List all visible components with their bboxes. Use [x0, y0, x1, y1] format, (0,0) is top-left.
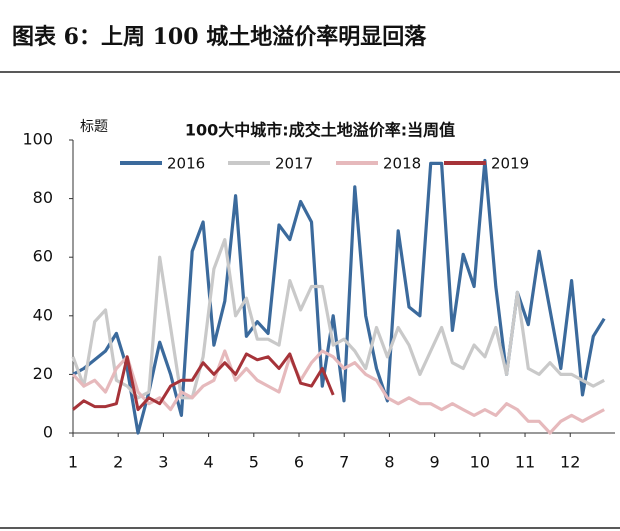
x-tick-label: 1 [68, 453, 78, 472]
legend-label: 2017 [275, 155, 313, 173]
legend-label: 2018 [383, 155, 421, 173]
chart-title: 100大中城市:成交土地溢价率:当周值 [185, 121, 455, 140]
y-tick-label: 80 [33, 188, 53, 207]
x-tick-label: 9 [430, 453, 440, 472]
series-line [72, 352, 335, 412]
x-tick-label: 4 [204, 453, 214, 472]
y-tick-label: 60 [33, 247, 53, 266]
x-tick-label: 6 [294, 453, 304, 472]
y-axis-label: 标题 [80, 119, 108, 135]
x-tick-label: 5 [249, 453, 259, 472]
y-tick-label: 20 [33, 364, 53, 383]
y-tick-label: 100 [22, 130, 53, 149]
x-tick-label: 8 [384, 453, 394, 472]
series-line [71, 238, 605, 400]
x-tick-label: 12 [560, 453, 580, 472]
y-tick-label: 0 [43, 423, 53, 442]
series-line [72, 158, 606, 435]
legend-label: 2019 [491, 155, 529, 173]
y-tick-label: 40 [33, 305, 53, 324]
legend-label: 2016 [167, 155, 205, 173]
x-tick-label: 10 [470, 453, 490, 472]
header-title: 图表 6：上周 100 城土地溢价率明显回落 [12, 24, 427, 50]
x-tick-label: 2 [113, 453, 123, 472]
x-tick-label: 7 [339, 453, 349, 472]
x-tick-label: 3 [158, 453, 168, 472]
x-tick-label: 11 [515, 453, 535, 472]
